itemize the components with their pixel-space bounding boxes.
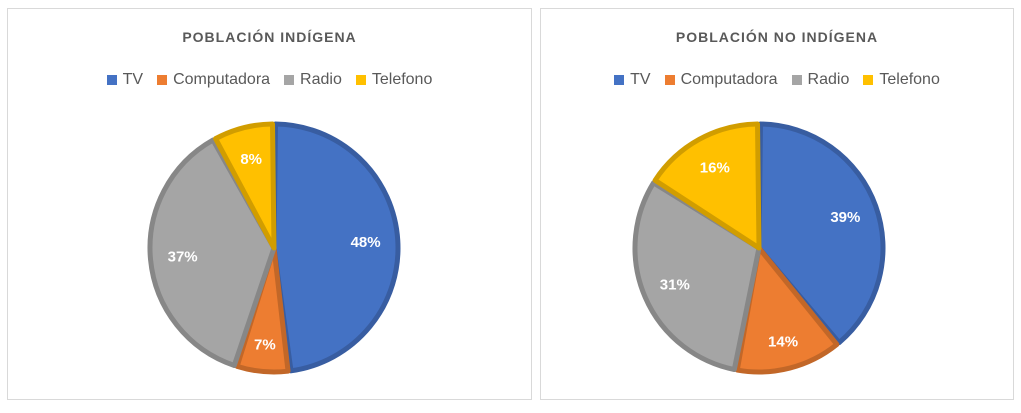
chart-title: POBLACIÓN NO INDÍGENA [675,29,879,45]
pie-chart-no-indigena: 39% 14% 31% 16% [632,121,886,375]
data-label-tv: 48% [351,234,381,251]
legend-item-telefono: Telefono [863,71,940,89]
legend-item-computadora: Computadora [157,71,270,89]
legend: TV Computadora Radio Telefono [8,71,531,89]
legend-swatch-computadora [157,75,168,85]
legend-label-computadora: Computadora [680,71,778,88]
data-label-tv: 39% [830,209,860,226]
legend-label-tv: TV [122,71,144,88]
legend-swatch-radio [791,75,802,85]
legend-item-tv: TV [106,71,144,89]
pie-slice-telefono [213,121,277,251]
data-label-computadora: 14% [768,334,798,351]
legend-label-radio: Radio [300,71,342,88]
legend-item-radio: Radio [284,71,342,89]
pie-slice-telefono [652,121,762,251]
chart-panel-no-indigena: POBLACIÓN NO INDÍGENA TV Computadora Rad… [540,8,1014,400]
legend-swatch-telefono [355,75,366,85]
legend-item-telefono: Telefono [355,71,433,89]
pie-slice-tv [756,121,886,346]
data-label-radio: 37% [168,249,198,266]
pie-slice-computadora [234,245,291,375]
legend-item-tv: TV [614,71,651,89]
chart-panel-indigena: POBLACIÓN INDÍGENA TV Computadora Radio … [7,8,532,400]
pie-slice-tv [271,121,401,374]
legend-label-computadora: Computadora [173,71,271,88]
legend-item-radio: Radio [791,71,850,89]
legend-swatch-tv [106,75,117,85]
legend: TV Computadora Radio Telefono [541,71,1013,89]
legend-item-computadora: Computadora [664,71,778,89]
data-label-computadora: 7% [254,336,276,353]
legend-swatch-tv [614,75,625,85]
legend-label-tv: TV [630,71,651,88]
data-label-telefono: 16% [700,160,730,177]
legend-swatch-computadora [664,75,675,85]
legend-label-telefono: Telefono [371,71,433,88]
pie-chart-indigena: 48% 7% 37% 8% [147,121,401,375]
legend-label-radio: Radio [807,71,850,88]
pie-slice-computadora [734,245,840,375]
chart-title: POBLACIÓN INDÍGENA [182,29,357,45]
legend-label-telefono: Telefono [879,71,940,88]
legend-swatch-radio [284,75,295,85]
data-label-telefono: 8% [240,151,262,168]
pie-slice-radio [147,137,277,368]
legend-swatch-telefono [863,75,874,85]
data-label-radio: 31% [660,276,690,293]
